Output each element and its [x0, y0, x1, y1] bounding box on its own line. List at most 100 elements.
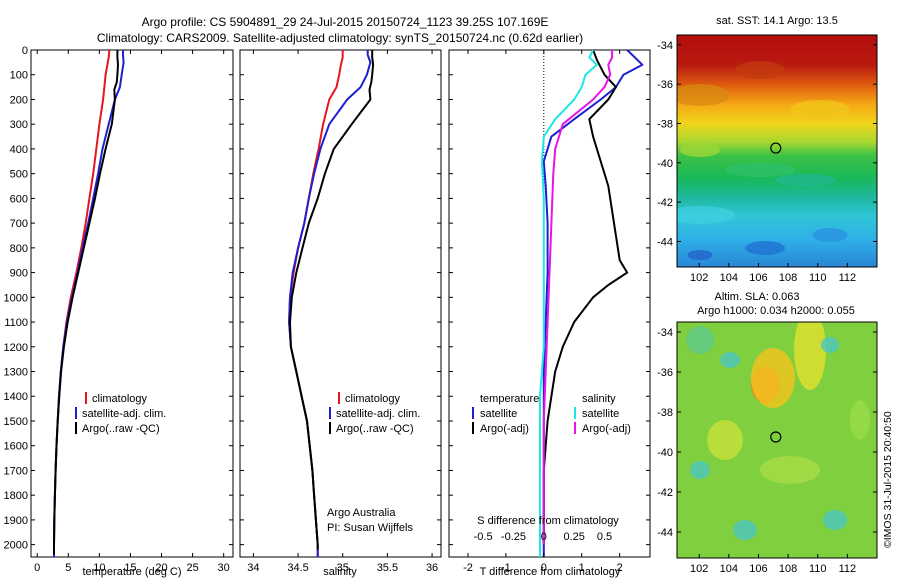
sst-patch: [735, 61, 785, 79]
salinity-legend: climatology satellite-adj. clim. Argo(..…: [329, 392, 420, 435]
lon-tick-label: 102: [690, 563, 708, 575]
s-difference-label: S difference from climatology: [477, 515, 619, 527]
sla-field-texture: [686, 322, 870, 540]
x-tick-label: 25: [186, 562, 198, 574]
lon-tick-label: 110: [809, 563, 827, 575]
legend-label-climatology: climatology: [345, 393, 401, 405]
legend-label-argo: Argo(..raw -QC): [336, 423, 414, 435]
lon-tick-label: 102: [690, 272, 708, 284]
salinity-x-ticks: 34 34.5 35 35.5 36: [247, 50, 438, 574]
legend-label-argo: Argo(..raw -QC): [82, 423, 160, 435]
x-tick-label: 36: [426, 562, 438, 574]
profile-line-argo-raw-qc: [289, 50, 375, 550]
lat-tick-label: -38: [657, 118, 673, 130]
sst-map-panel: sat. SST: 14.1 Argo: 13.5 102 104 106 108 11…: [657, 15, 878, 284]
lat-tick-label: -34: [657, 40, 673, 52]
salinity-profiles: [288, 50, 375, 557]
depth-tick-label: 1400: [4, 391, 28, 403]
sla-patch: [760, 456, 820, 484]
legend-label-satellite: satellite-adj. clim.: [336, 408, 420, 420]
profile-line-climatology: [288, 50, 344, 557]
x-tick-label: -1: [501, 562, 511, 574]
sst-patch: [725, 163, 795, 177]
sla-map-frame: [676, 321, 878, 559]
s-diff-tick-label: 0.5: [597, 531, 612, 543]
lat-tick-label: -40: [657, 447, 673, 459]
profile-line-temperature-satellite: [542, 50, 644, 557]
temperature-profiles: [53, 50, 125, 557]
temperature-xlabel: temperature (deg C): [82, 566, 181, 578]
lat-tick-label: -42: [657, 487, 673, 499]
profile-line-salinity-argo-adj: [542, 50, 614, 545]
sla-patch: [686, 326, 714, 354]
difference-profiles: [539, 50, 644, 557]
sla-longitude-ticks: 102 104 106 108 110 112: [690, 554, 856, 575]
depth-tick-label: 800: [10, 243, 28, 255]
salinity-xlabel: salinity: [323, 566, 357, 578]
x-tick-label: 20: [155, 562, 167, 574]
depth-tick-labels: 0 100 200 300 400 500 600 700 800 900 1000 1100 1200…: [4, 45, 650, 552]
sst-patch: [677, 84, 730, 106]
legend-title-temperature: temperature: [480, 393, 539, 405]
legend-label-t-satellite: satellite: [480, 408, 517, 420]
sst-patch: [677, 206, 735, 224]
sst-map-frame: [676, 34, 878, 268]
depth-tick-label: 200: [10, 94, 28, 106]
lon-tick-label: 106: [749, 563, 767, 575]
lat-tick-label: -38: [657, 407, 673, 419]
argo-location-marker: [770, 431, 782, 443]
lon-tick-label: 106: [749, 272, 767, 284]
depth-tick-label: 300: [10, 119, 28, 131]
lon-tick-label: 112: [839, 272, 857, 284]
x-tick-label: 5: [65, 562, 71, 574]
difference-axes-frame: [448, 49, 651, 558]
sst-map-title: sat. SST: 14.1 Argo: 13.5: [716, 15, 838, 27]
sla-patch: [720, 352, 740, 368]
depth-tick-label: 1700: [4, 465, 28, 477]
sla-map-title: Altim. SLA: 0.063: [715, 291, 800, 303]
credit-argo-australia: Argo Australia: [327, 507, 396, 519]
lon-tick-label: 104: [720, 563, 738, 575]
x-tick-label: 34.5: [287, 562, 308, 574]
sst-longitude-ticks: 102 104 106 108 110 112: [690, 263, 856, 284]
s-diff-tick-label: 0.25: [563, 531, 584, 543]
argo-location-marker: [770, 142, 782, 154]
depth-tick-label: 1000: [4, 292, 28, 304]
sla-patch: [850, 400, 870, 440]
x-tick-label: 2: [617, 562, 623, 574]
profile-line-temperature-argo-adj: [542, 50, 629, 545]
depth-tick-label: 1500: [4, 416, 28, 428]
depth-tick-label: 700: [10, 218, 28, 230]
lat-tick-label: -44: [657, 236, 673, 248]
s-diff-tick-label: -0.25: [501, 531, 526, 543]
sla-patch: [707, 420, 743, 460]
imos-credit: ©IMOS 31-Jul-2015 20:40:50: [882, 411, 894, 548]
lat-tick-label: -40: [657, 158, 673, 170]
sst-field-texture: [677, 61, 850, 260]
legend-label-s-satellite: satellite: [582, 408, 619, 420]
x-tick-label: 35.5: [377, 562, 398, 574]
salinity-panel: 34 34.5 35 35.5 36 salinity climatology sate…: [239, 49, 442, 578]
difference-legend: temperature satellite Argo(-adj) salinit…: [472, 393, 631, 435]
lat-tick-label: -42: [657, 197, 673, 209]
depth-tick-label: 1900: [4, 515, 28, 527]
x-tick-label: 34: [247, 562, 259, 574]
profile-line-argo-raw-qc: [53, 50, 119, 555]
difference-panel: -2 -1 0 1 2 -0.5 -0.25 0 0.25 0.5 S difference f…: [448, 49, 651, 578]
difference-x-ticks: -2 -1 0 1 2: [463, 50, 623, 574]
lat-tick-label: -44: [657, 527, 673, 539]
lon-tick-label: 108: [779, 272, 797, 284]
depth-tick-label: 900: [10, 268, 28, 280]
sla-patch: [690, 461, 710, 479]
legend-title-salinity: salinity: [582, 393, 616, 405]
lat-tick-label: -36: [657, 367, 673, 379]
sst-patch: [687, 250, 713, 260]
depth-tick-label: 1200: [4, 342, 28, 354]
sla-patch: [751, 348, 795, 408]
depth-tick-label: 1800: [4, 490, 28, 502]
salinity-axes-frame: [239, 49, 442, 558]
temperature-axes-frame: [30, 49, 234, 558]
lat-tick-label: -34: [657, 327, 673, 339]
depth-tick-label: 500: [10, 169, 28, 181]
sst-patch: [775, 174, 835, 186]
